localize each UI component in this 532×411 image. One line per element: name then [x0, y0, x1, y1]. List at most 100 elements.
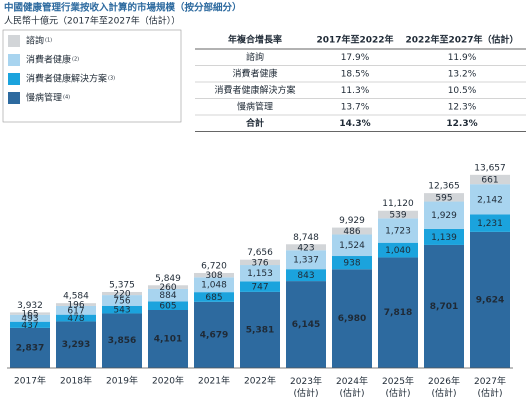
value-label: 8,701 [430, 302, 458, 312]
bar-segment [240, 291, 280, 368]
value-label: 2,837 [16, 343, 44, 353]
bar-segment [332, 234, 372, 257]
bar-segment [470, 214, 510, 232]
bar-segment [240, 265, 280, 282]
bar-segment [424, 244, 464, 368]
bar-segment [10, 312, 50, 315]
value-label: 493 [21, 314, 38, 324]
value-label: 1,723 [385, 227, 411, 237]
total-label: 12,365 [428, 182, 460, 192]
value-label: 308 [205, 271, 222, 281]
x-tick-label: 2019年 [106, 375, 138, 387]
bar-segment [424, 193, 464, 202]
bar-segment [240, 259, 280, 266]
legend-label: 慢病管理 [26, 92, 62, 104]
total-label: 5,375 [109, 280, 135, 290]
bar-segment [148, 285, 188, 289]
x-tick-label: 2027年(估計) [474, 375, 506, 399]
bar-segment [286, 244, 326, 251]
total-label: 3,932 [17, 301, 43, 311]
value-label: 884 [159, 291, 176, 301]
value-label: 543 [113, 306, 130, 316]
value-label: 1,231 [477, 219, 503, 229]
x-tick-label: 2023年(估計) [290, 375, 322, 399]
x-tick-label: 2018年 [60, 375, 92, 387]
bar-segment [102, 291, 142, 296]
value-label: 843 [297, 271, 314, 281]
value-label: 539 [389, 211, 406, 221]
value-label: 1,153 [247, 269, 273, 279]
x-tick-label: 2017年 [14, 375, 46, 387]
table-cell: 13.7% [341, 102, 370, 112]
bar-segment [470, 231, 510, 368]
legend-footnote: (4) [63, 95, 70, 101]
table-header: 年複合增長率 [228, 34, 282, 46]
bar-segment [194, 301, 234, 368]
bar-segment [240, 281, 280, 292]
legend-label: 消費者健康解決方案 [26, 73, 107, 85]
x-tick-label: 2022年 [244, 375, 276, 387]
legend-swatch [8, 92, 20, 104]
bar-segment [332, 256, 372, 270]
value-label: 3,293 [62, 340, 90, 350]
value-label: 1,929 [431, 211, 457, 221]
bar-segment [56, 303, 96, 306]
legend-label: 消費者健康 [26, 54, 71, 66]
table-cell: 消費者健康解決方案 [214, 84, 295, 96]
bar-segment [148, 310, 188, 368]
table-cell: 12.3% [448, 102, 477, 112]
value-label: 2,142 [477, 195, 503, 205]
value-label: 478 [67, 314, 84, 324]
legend-swatch [8, 35, 20, 47]
total-label: 5,849 [155, 274, 181, 284]
bar-segment [194, 277, 234, 293]
x-tick-label: 2026年(估計) [428, 375, 460, 399]
chart-subtitle: 人民幣十億元（2017年至2027年（估計）） [4, 15, 180, 27]
bar-segment [194, 292, 234, 302]
value-label: 1,337 [293, 256, 319, 266]
table-cell: 消費者健康 [232, 67, 277, 79]
value-label: 6,145 [292, 320, 320, 330]
value-label: 4,101 [154, 335, 182, 345]
bar-segment [286, 250, 326, 270]
total-label: 13,657 [474, 163, 506, 173]
table-cell: 11.3% [341, 86, 370, 96]
value-label: 260 [159, 283, 176, 293]
total-label: 11,120 [382, 199, 414, 209]
bar-segment [102, 305, 142, 314]
table-header: 2017年至2022年 [316, 34, 393, 46]
x-tick-label: 2021年 [198, 375, 230, 387]
value-label: 1,139 [431, 233, 457, 243]
bar-segment [148, 288, 188, 302]
value-label: 938 [343, 259, 360, 269]
bar-segment [10, 314, 50, 322]
value-label: 1,040 [385, 246, 411, 256]
bar-segment [470, 184, 510, 215]
table-cell: 諮詢 [246, 51, 264, 63]
x-tick-label: 2020年 [152, 375, 184, 387]
value-label: 437 [21, 321, 38, 331]
bar-segment [378, 210, 418, 219]
value-label: 486 [343, 227, 360, 237]
value-label: 1,524 [339, 241, 365, 251]
legend-footnote: (2) [72, 57, 79, 63]
total-label: 7,656 [247, 248, 273, 258]
value-label: 685 [205, 293, 222, 303]
value-label: 4,679 [200, 330, 228, 340]
value-label: 9,624 [476, 295, 504, 305]
table-cell: 10.5% [448, 86, 477, 96]
table-cell: 18.5% [341, 69, 370, 79]
table-cell: 慢病管理 [237, 100, 273, 112]
bar-segment [102, 313, 142, 368]
table-cell: 17.9% [341, 53, 370, 63]
chart-title: 中國健康管理行業按收入計算的市場規模（按分部細分） [4, 2, 242, 14]
legend-footnote: (3) [108, 76, 115, 82]
table-header: 2022年至2027年（估計） [405, 34, 518, 46]
bar-segment [56, 314, 96, 322]
value-label: 6,980 [338, 314, 366, 324]
total-label: 9,929 [339, 216, 365, 226]
bar-segment [286, 281, 326, 368]
value-label: 595 [435, 193, 452, 203]
